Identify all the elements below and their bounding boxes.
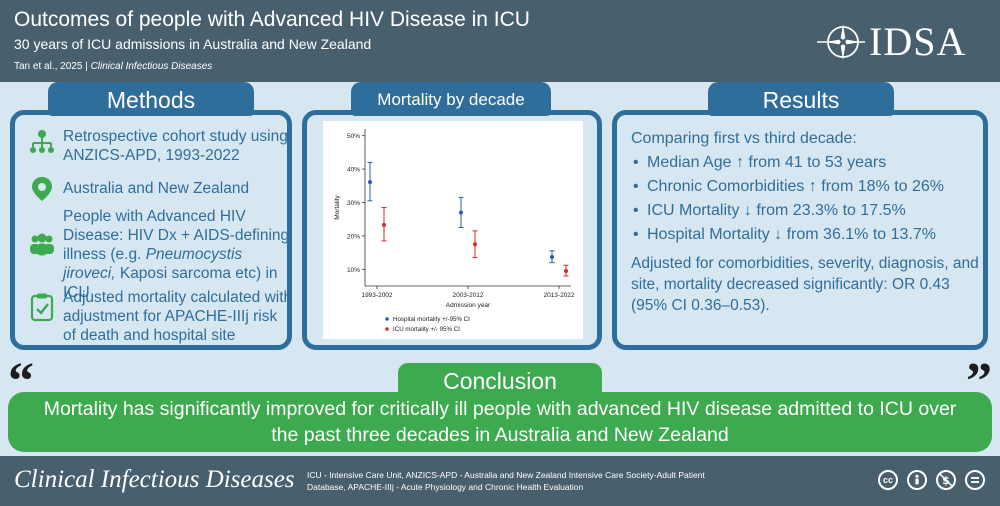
chart-heading: Mortality by decade xyxy=(351,82,551,116)
nc-icon: $ xyxy=(936,470,956,490)
y-axis-label: Mortality xyxy=(334,194,341,219)
y-tick-label: 50% xyxy=(347,133,360,140)
nd-icon xyxy=(965,470,985,490)
location-pin-icon xyxy=(32,177,52,201)
compass-star-icon xyxy=(817,24,865,60)
data-point xyxy=(368,180,372,185)
results-bullet: Chronic Comorbidities ↑ from 18% to 26% xyxy=(631,175,981,199)
results-intro: Comparing first vs third decade: xyxy=(631,130,857,147)
conclusion-box: Mortality has significantly improved for… xyxy=(8,392,992,452)
results-panel: Comparing first vs third decade: Median … xyxy=(612,110,988,350)
data-point xyxy=(382,222,386,227)
results-bullet: ICU Mortality ↓ from 23.3% to 17.5% xyxy=(631,199,981,223)
x-tick-label: 2013-2022 xyxy=(543,292,574,299)
logo-text: IDSA xyxy=(869,19,967,64)
x-tick-label: 1993-2002 xyxy=(361,292,392,299)
methods-text-part: People with Advanced HIV Disease: HIV Dx… xyxy=(63,208,290,263)
clipboard-check-icon xyxy=(30,293,54,322)
cc-icon: cc xyxy=(878,470,898,490)
chart-area: 10% 20% 30% 40% 50% 1993-2002 2003-2012 2013-20… xyxy=(323,121,583,339)
chart-panel: 10% 20% 30% 40% 50% 1993-2002 2003-2012 2013-20… xyxy=(302,110,602,350)
results-bullet: Hospital Mortality ↓ from 36.1% to 13.7% xyxy=(631,223,981,247)
idsa-logo: IDSA xyxy=(817,18,972,64)
results-heading: Results xyxy=(708,82,894,116)
legend-label: ICU mortality +/- 95% CI xyxy=(393,326,460,333)
people-icon xyxy=(30,233,54,256)
methods-item-text: Adjusted mortality calculated with adjus… xyxy=(63,289,293,344)
results-bullet: Median Age ↑ from 41 to 53 years xyxy=(631,151,981,175)
data-point xyxy=(564,268,568,273)
conclusion-heading: Conclusion xyxy=(398,363,602,397)
x-tick-label: 2003-2012 xyxy=(452,292,483,299)
x-axis-label: Admission year xyxy=(446,302,491,309)
data-point xyxy=(473,242,477,247)
by-icon xyxy=(907,470,927,490)
results-content: Comparing first vs third decade: Median … xyxy=(631,127,981,316)
y-tick-label: 20% xyxy=(347,233,360,240)
footer-bar: Clinical Infectious Diseases ICU - Inten… xyxy=(0,456,1000,506)
y-tick-label: 10% xyxy=(347,267,360,274)
methods-item-text: People with Advanced HIV Disease: HIV Dx… xyxy=(63,207,293,302)
legend-marker xyxy=(385,317,389,321)
data-point xyxy=(550,254,554,259)
conclusion-text: Mortality has significantly improved for… xyxy=(43,398,957,446)
data-point xyxy=(459,210,463,215)
results-adjusted: Adjusted for comorbidities, severity, di… xyxy=(631,255,979,314)
y-tick-label: 40% xyxy=(347,167,360,174)
methods-text-part: Kaposi sarcoma etc) in ICU xyxy=(63,265,278,301)
page-title: Outcomes of people with Advanced HIV Dis… xyxy=(14,8,530,31)
page-subtitle: 30 years of ICU admissions in Australia … xyxy=(14,36,372,52)
legend-label: Hospital mortality +/-95% CI xyxy=(393,316,470,323)
methods-item-text: Retrospective cohort study using ANZICS-… xyxy=(63,128,288,164)
header-bar: Outcomes of people with Advanced HIV Dis… xyxy=(0,0,1000,82)
citation: Tan et al., 2025 | Clinical Infectious D… xyxy=(14,61,212,72)
y-tick-label: 30% xyxy=(347,200,360,207)
network-icon xyxy=(30,130,54,153)
methods-panel: Retrospective cohort study using ANZICS-… xyxy=(10,110,292,350)
methods-heading: Methods xyxy=(48,82,254,116)
legend-marker xyxy=(385,327,389,331)
journal-name: Clinical Infectious Diseases xyxy=(14,466,295,493)
license-icons: cc $ xyxy=(878,470,986,492)
methods-item-text: Australia and New Zealand xyxy=(63,180,250,197)
mortality-chart: 10% 20% 30% 40% 50% 1993-2002 2003-2012 2013-20… xyxy=(334,129,575,333)
citation-authors: Tan et al., 2025 xyxy=(14,61,83,72)
citation-journal: Clinical Infectious Diseases xyxy=(90,61,213,72)
citation-separator: | xyxy=(85,61,88,72)
methods-text-italic: Pneumocystis jiroveci, xyxy=(63,246,243,282)
results-list: Median Age ↑ from 41 to 53 years Chronic… xyxy=(631,151,981,247)
abbreviations: ICU - Intensive Care Unit, ANZICS-APD - … xyxy=(307,470,705,492)
